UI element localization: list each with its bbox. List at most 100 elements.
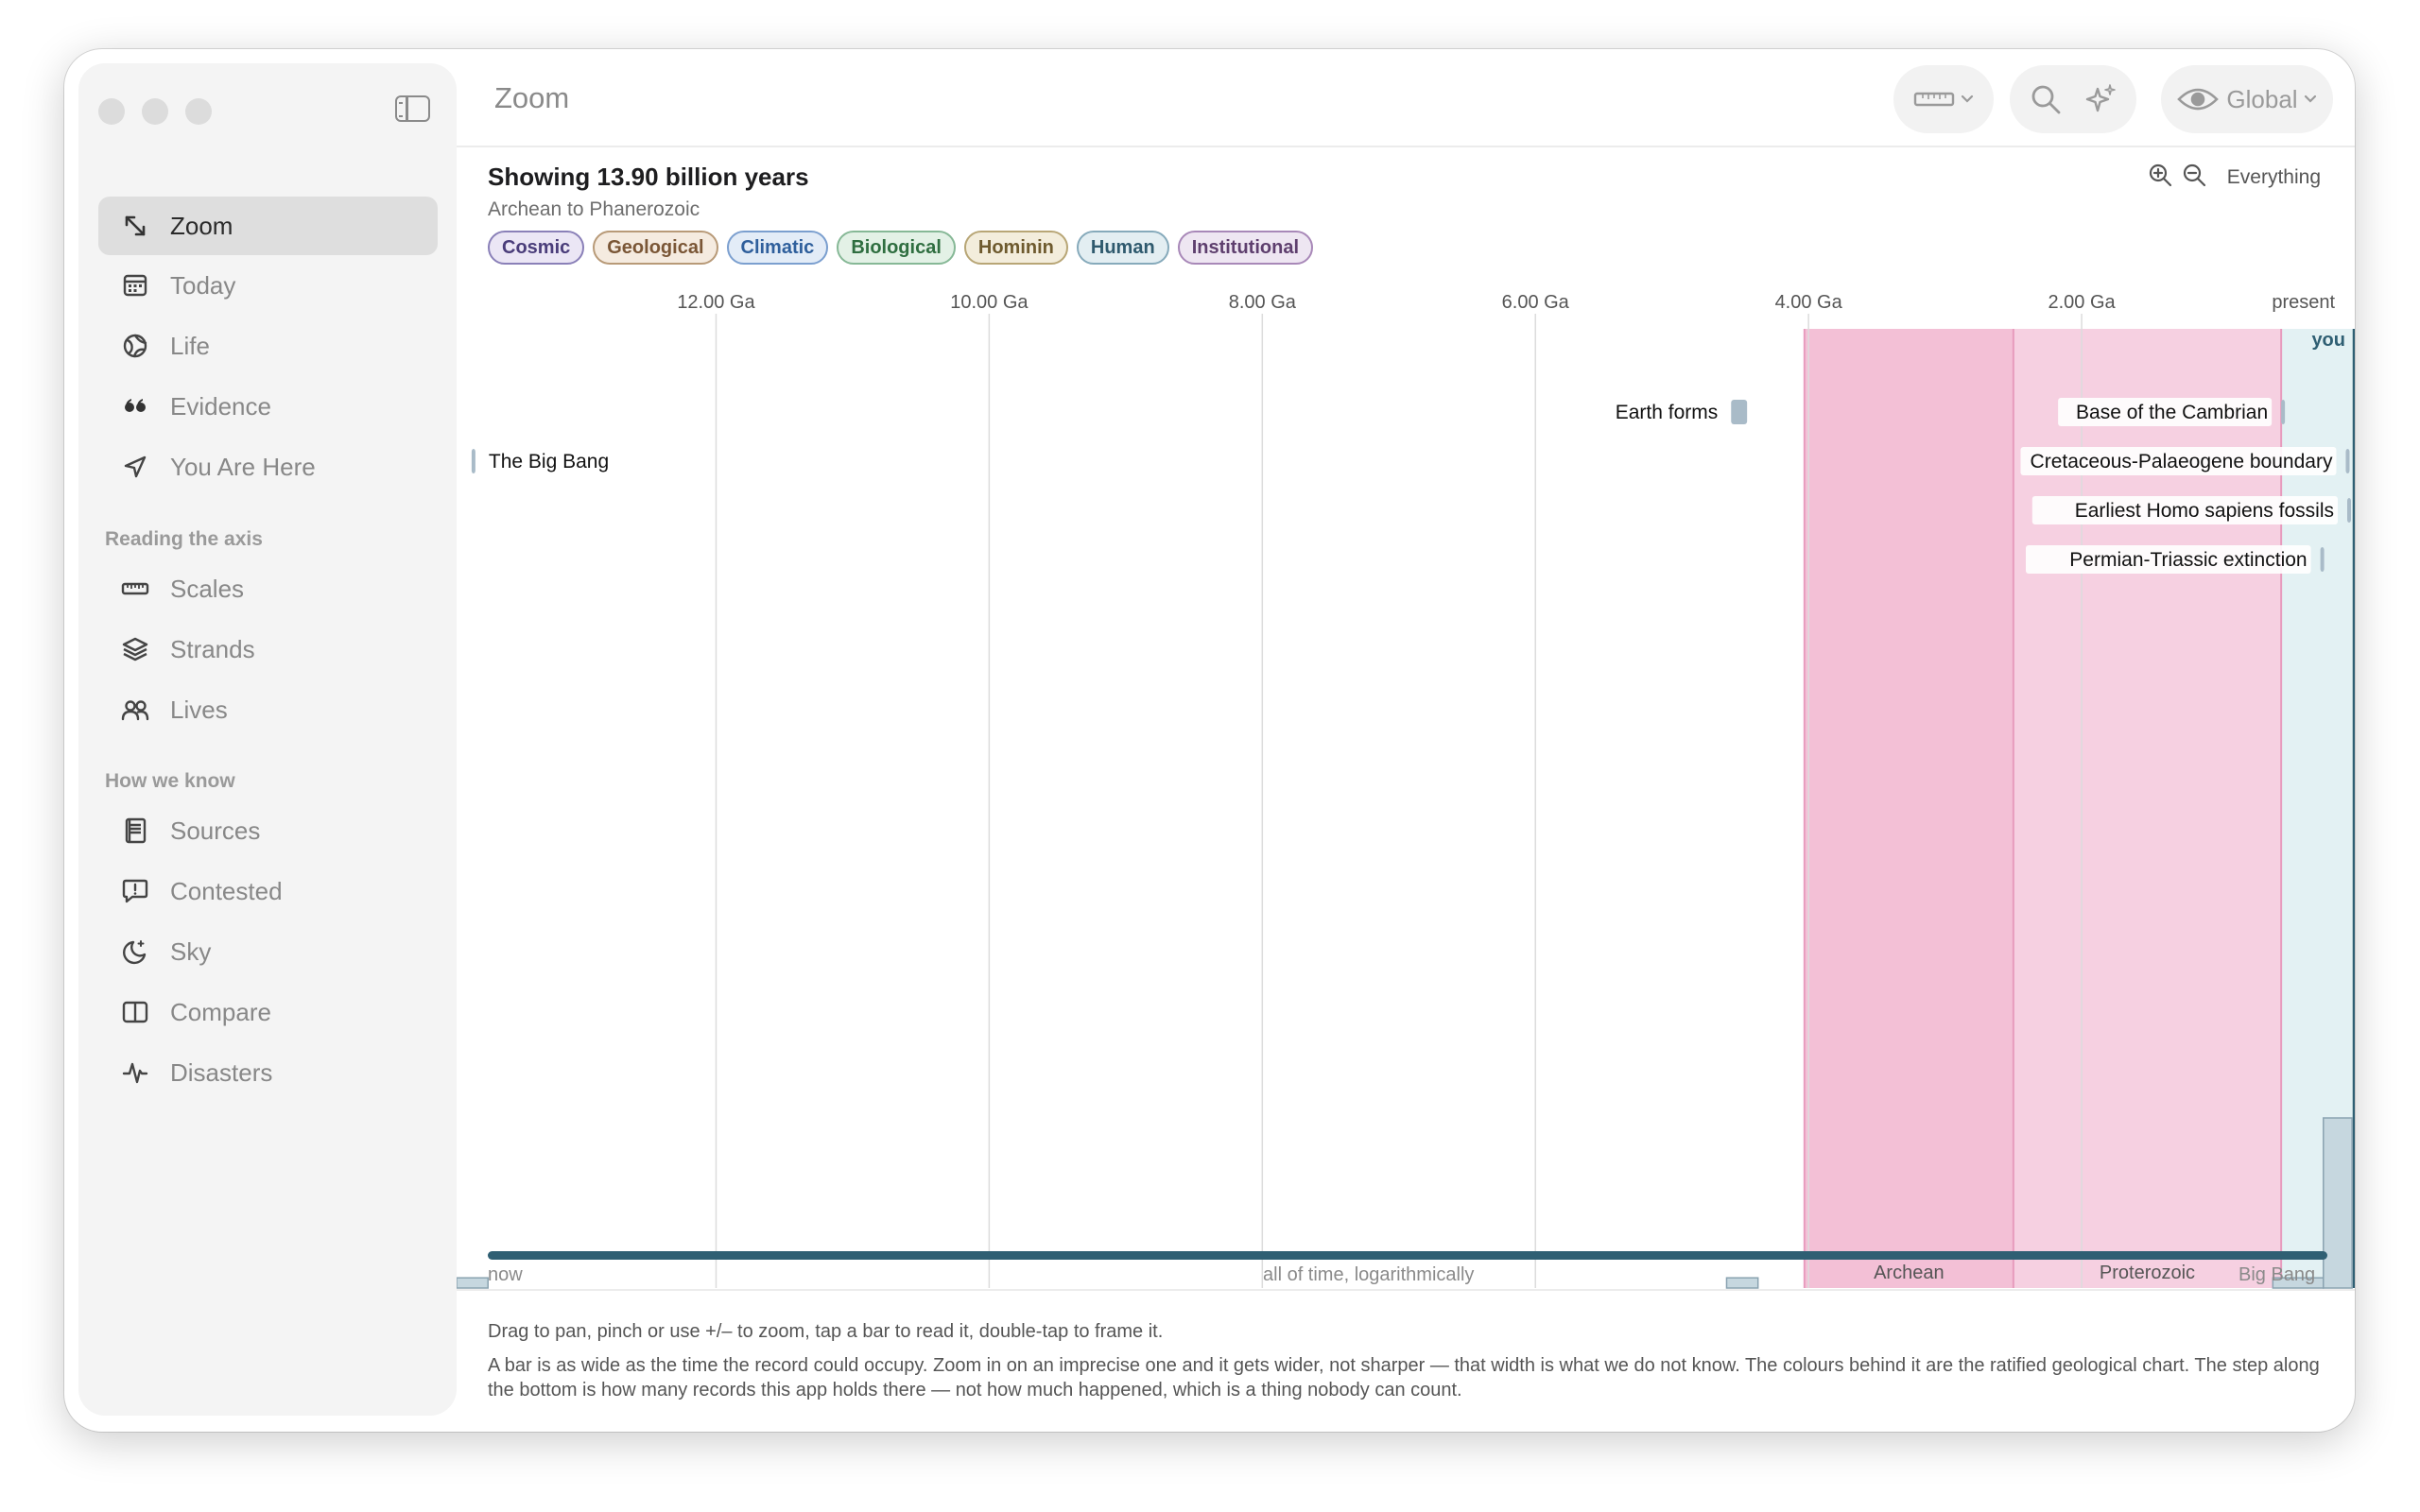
sidebar-item-today[interactable]: Today: [98, 256, 438, 315]
arrows-diagonal-icon: [121, 212, 149, 240]
zoom-preset-label[interactable]: Everything: [2226, 165, 2321, 188]
record-density-step: [2323, 1117, 2353, 1289]
search-sparkle-group: [2010, 65, 2136, 133]
sidebar-item-label: Scales: [170, 574, 245, 603]
sidebar-item-disasters[interactable]: Disasters: [98, 1043, 438, 1102]
sidebar-item-sources[interactable]: Sources: [98, 801, 438, 860]
event-bar: [471, 449, 475, 473]
strand-chip-institutional[interactable]: Institutional: [1177, 231, 1314, 265]
sidebar-item-label: Strands: [170, 634, 255, 663]
tick-label-bg: [942, 289, 1037, 314]
chevron-down-icon: [1961, 94, 1974, 104]
event-bar: [2345, 449, 2350, 473]
event-bar: [2320, 547, 2325, 572]
timeline-chart[interactable]: Archean Proterozoic 12.00 Ga 10.00 Ga 8.00 G…: [457, 282, 2355, 1297]
search-icon[interactable]: [2030, 83, 2062, 115]
tick-label-bg: [2039, 289, 2124, 314]
overview-left-label: now: [488, 1264, 523, 1285]
event-label: Earliest Homo sapiens fossils: [2075, 500, 2334, 522]
event-label-bg: [2058, 398, 2273, 426]
strand-chip-biological[interactable]: Biological: [837, 231, 956, 265]
eye-icon: [2177, 86, 2220, 112]
tick-label-bg: [668, 289, 764, 314]
section-heading-how-we-know: How we know: [105, 770, 235, 792]
tick-label: 8.00 Ga: [1229, 292, 1297, 313]
footer-divider: [457, 1289, 2355, 1291]
showing-range-subtitle: Archean to Phanerozoic: [488, 198, 700, 220]
strand-chip-hominin[interactable]: Hominin: [963, 231, 1068, 265]
event-label: Permian-Triassic extinction: [2069, 549, 2307, 571]
sidebar-item-contested[interactable]: Contested: [98, 862, 438, 920]
zoom-out-icon[interactable]: [2182, 163, 2206, 192]
event-label: Earth forms: [1616, 402, 1719, 423]
sidebar-item-strands[interactable]: Strands: [98, 620, 438, 679]
strand-chip-cosmic[interactable]: Cosmic: [488, 231, 585, 265]
sidebar-item-sky[interactable]: Sky: [98, 922, 438, 981]
tick-label: 12.00 Ga: [677, 292, 755, 313]
ruler-icon: [121, 575, 149, 603]
event-label-bg: [1599, 398, 1722, 426]
sidebar-item-label: Contested: [170, 876, 283, 905]
event-label-bg: [2020, 447, 2337, 475]
location-arrow-icon: [121, 453, 149, 481]
eon-label: Proterozoic: [2100, 1263, 2195, 1283]
strand-chip-climatic[interactable]: Climatic: [726, 231, 829, 265]
sidebar-item-compare[interactable]: Compare: [98, 983, 438, 1041]
book-icon: [121, 816, 149, 845]
sidebar-item-label: Today: [170, 270, 236, 300]
scale-menu-button[interactable]: [1893, 65, 1994, 133]
tick-label: present: [2272, 292, 2335, 313]
record-density-step: [1725, 1277, 1759, 1289]
sidebar-item-zoom[interactable]: Zoom: [98, 197, 438, 255]
quote-icon: [121, 392, 149, 421]
event-label: Base of the Cambrian: [2076, 402, 2268, 423]
event-label-bg: [484, 447, 617, 475]
view-scope-menu[interactable]: Global: [2161, 65, 2333, 133]
zoom-in-icon[interactable]: [2148, 163, 2172, 192]
strand-filter-chips: Cosmic Geological Climatic Biological Homini…: [488, 231, 1314, 265]
tick-label-bg: [1493, 289, 1578, 314]
people-icon: [121, 696, 149, 724]
close-window-button[interactable]: [98, 98, 125, 125]
strand-chip-human[interactable]: Human: [1076, 231, 1169, 265]
eon-band-archean: [1804, 329, 2014, 1288]
sidebar-item-label: Lives: [170, 695, 228, 724]
overview-right-label: Big Bang: [2238, 1264, 2316, 1285]
chart-explanation: A bar is as wide as the time the record …: [488, 1355, 2320, 1400]
tick-label: 2.00 Ga: [2048, 292, 2116, 313]
sidebar-item-scales[interactable]: Scales: [98, 559, 438, 618]
minimize-window-button[interactable]: [142, 98, 168, 125]
sidebar-item-label: Evidence: [170, 391, 271, 421]
sidebar-toggle-icon[interactable]: [395, 95, 430, 122]
ruler-icon: [1913, 89, 1955, 110]
view-scope-label: Global: [2226, 84, 2298, 113]
tick-label-bg: [2261, 289, 2345, 314]
eon-label: Archean: [1874, 1263, 1945, 1283]
eon-band-proterozoic: [2013, 329, 2282, 1288]
tick-label: 6.00 Ga: [1502, 292, 1570, 313]
tick-label-bg: [1766, 289, 1851, 314]
event-label-bg: [2025, 545, 2311, 574]
sidebar-item-label: You Are Here: [170, 452, 316, 481]
window-title: Zoom: [494, 81, 570, 114]
layers-icon: [121, 635, 149, 663]
record-density-step: [457, 1277, 489, 1289]
event-bar: [2347, 498, 2351, 523]
sidebar-item-label: Sources: [170, 816, 261, 845]
calendar-icon: [121, 271, 149, 300]
showing-span-heading: Showing 13.90 billion years: [488, 163, 809, 191]
app-window: Zoom Today Life Evidence You Are Here: [64, 49, 2355, 1432]
tick-label-bg: [1220, 289, 1305, 314]
sidebar-item-lives[interactable]: Lives: [98, 680, 438, 739]
sidebar-item-evidence[interactable]: Evidence: [98, 377, 438, 436]
sidebar-item-label: Life: [170, 331, 210, 360]
sidebar: Zoom Today Life Evidence You Are Here: [78, 63, 457, 1416]
sidebar-item-life[interactable]: Life: [98, 317, 438, 375]
overview-range-slider[interactable]: [488, 1251, 2327, 1260]
sidebar-item-you-are-here[interactable]: You Are Here: [98, 438, 438, 496]
event-label-bg: [2031, 496, 2338, 524]
sidebar-item-label: Sky: [170, 936, 212, 966]
zoom-window-button[interactable]: [185, 98, 212, 125]
strand-chip-geological[interactable]: Geological: [593, 231, 718, 265]
sparkle-icon[interactable]: [2084, 83, 2117, 115]
